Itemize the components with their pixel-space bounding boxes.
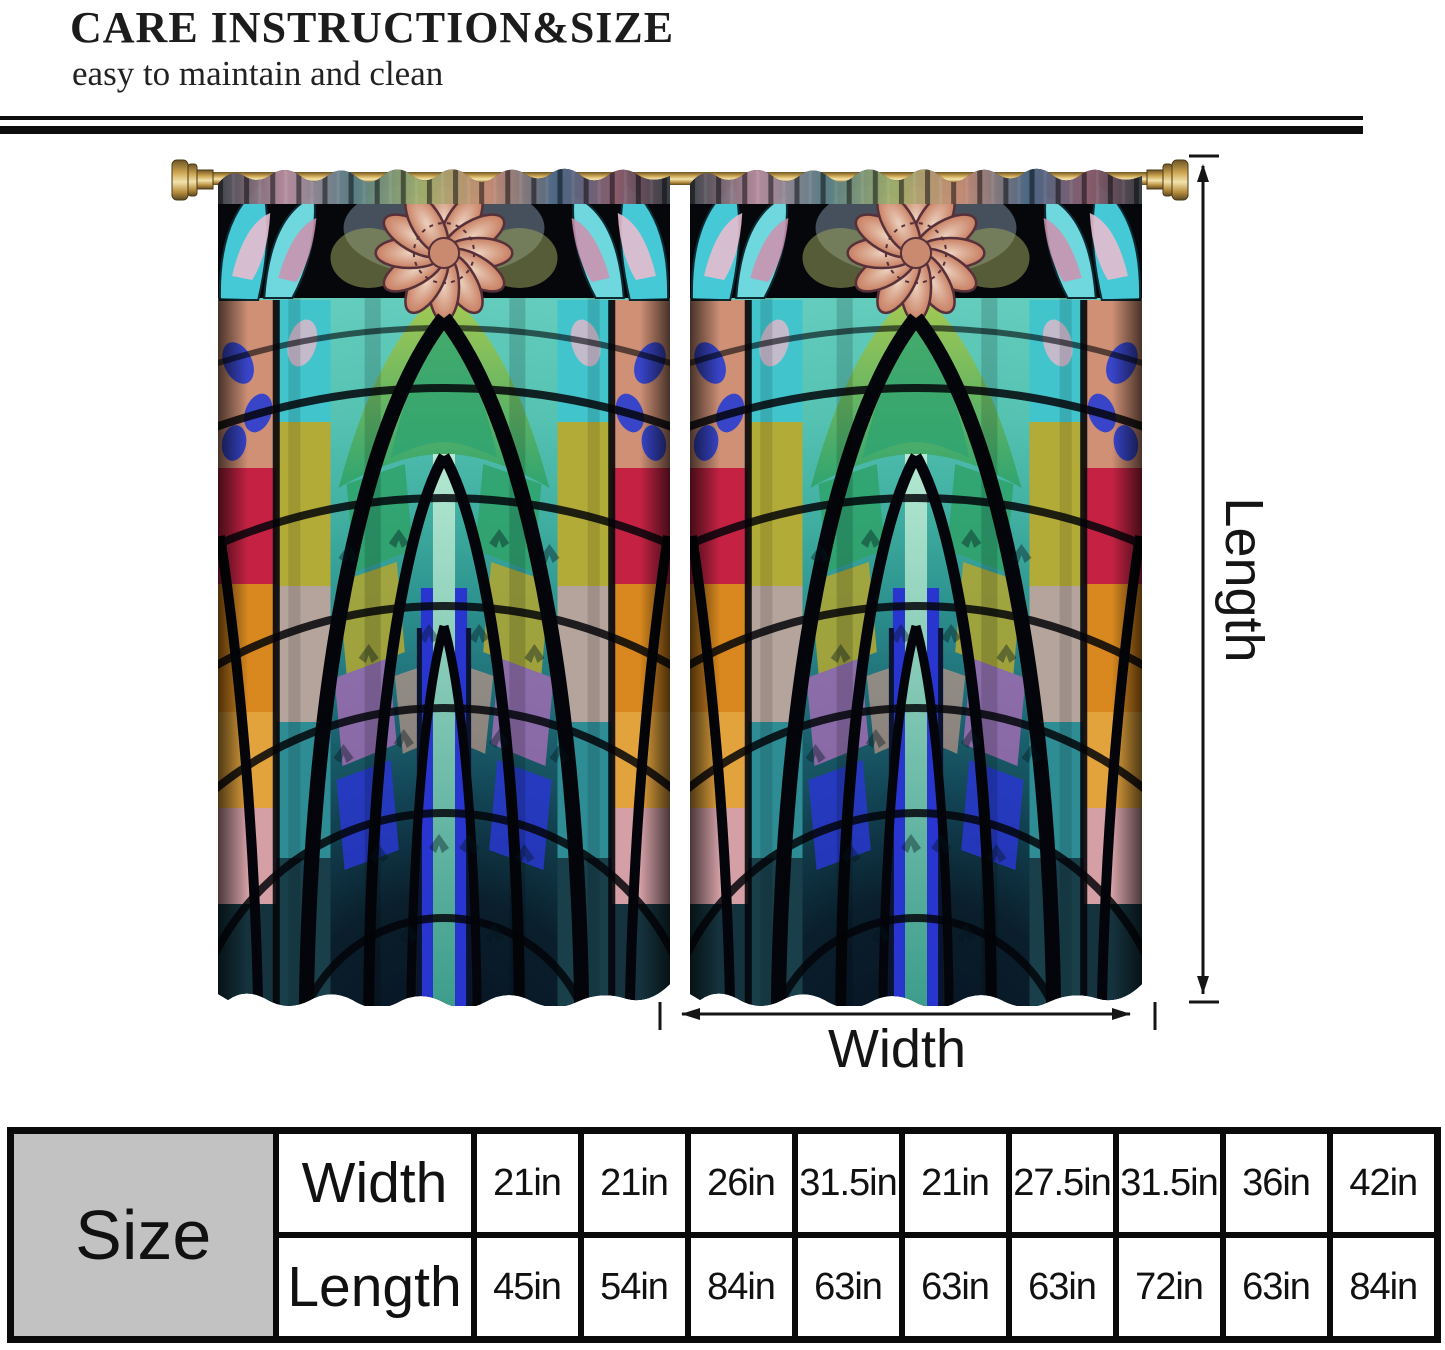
table-row-width: Size Width 21in 21in 26in 31.5in 21in 27… <box>7 1127 1441 1343</box>
width-value: 31.5in <box>791 1127 905 1238</box>
length-label: Length <box>1214 497 1274 663</box>
width-value: 31.5in <box>1112 1127 1226 1238</box>
width-label: Width <box>827 1019 967 1079</box>
length-value: 54in <box>577 1232 691 1343</box>
table-row-length: Length 45in 54in 84in 63in 63in 63in 72i… <box>11 1232 1441 1343</box>
width-row-header: Width <box>272 1127 477 1238</box>
width-value: 21in <box>577 1127 691 1238</box>
width-value: 21in <box>470 1127 584 1238</box>
width-value: 27.5in <box>1005 1127 1119 1238</box>
length-value: 45in <box>470 1232 584 1343</box>
length-value: 63in <box>898 1232 1012 1343</box>
curtain-panel-left <box>218 158 670 1006</box>
page-subtitle: easy to maintain and clean <box>72 54 444 93</box>
page-title: CARE INSTRUCTION&SIZE <box>70 3 675 52</box>
length-arrow <box>1189 154 1219 1004</box>
rod-finial-left <box>171 159 214 201</box>
divider-line-thick <box>0 126 1363 134</box>
length-value: 63in <box>791 1232 905 1343</box>
width-value: 36in <box>1219 1127 1333 1238</box>
size-corner-cell: Size <box>7 1127 279 1343</box>
length-value: 72in <box>1112 1232 1226 1343</box>
width-arrow <box>658 1002 1157 1030</box>
size-table: Size Width 21in 21in 26in 31.5in 21in 27… <box>7 1127 1441 1343</box>
length-value: 84in <box>684 1232 798 1343</box>
rod-finial-right <box>1146 159 1189 201</box>
length-value: 84in <box>1326 1232 1441 1343</box>
length-value: 63in <box>1005 1232 1119 1343</box>
width-value: 26in <box>684 1127 798 1238</box>
length-value: 63in <box>1219 1232 1333 1343</box>
length-row-header: Length <box>272 1232 477 1343</box>
curtain-panel-right <box>690 158 1142 1006</box>
divider-line-thin <box>0 116 1363 120</box>
width-value: 42in <box>1326 1127 1441 1238</box>
width-value: 21in <box>898 1127 1012 1238</box>
